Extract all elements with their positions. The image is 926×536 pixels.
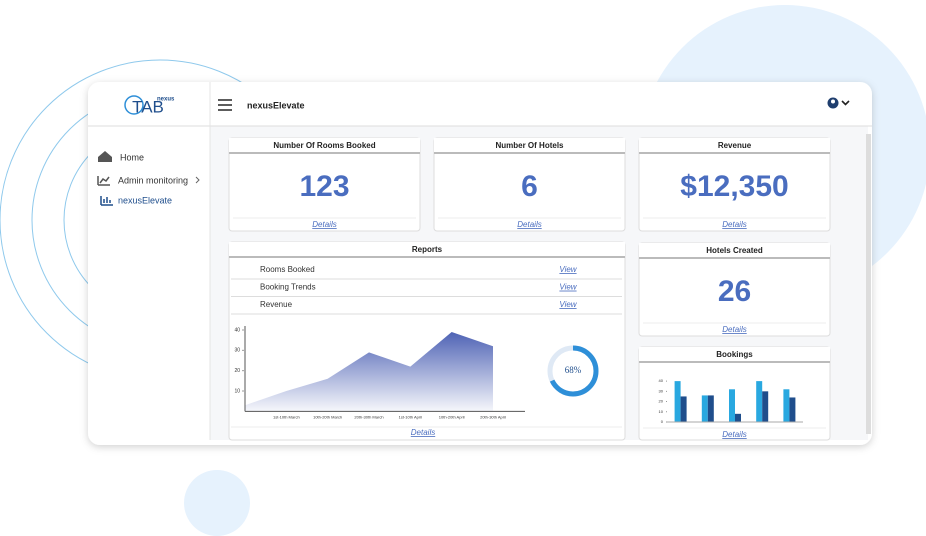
details-link[interactable]: Details — [722, 325, 746, 334]
stat-value: 123 — [299, 170, 349, 203]
view-link[interactable]: View — [559, 265, 577, 274]
details-link[interactable]: Details — [411, 428, 435, 437]
x-tick-label: 20th-30th April — [480, 414, 506, 419]
home-icon — [98, 151, 112, 162]
y-tick-label: 20 — [659, 399, 664, 404]
y-tick-label: 0 — [661, 419, 664, 424]
view-link[interactable]: View — [559, 300, 577, 309]
nav-item[interactable]: Admin monitoring — [118, 175, 188, 185]
card-title: Number Of Hotels — [495, 141, 564, 150]
bar — [729, 389, 735, 422]
gauge-label: 68% — [565, 365, 582, 375]
details-link[interactable]: Details — [722, 220, 746, 229]
x-tick-label: 20th-30th March — [354, 414, 383, 419]
card-title: Bookings — [716, 350, 753, 359]
report-label: Revenue — [260, 300, 293, 309]
monitor-icon — [97, 176, 110, 186]
bar — [680, 396, 687, 422]
bar — [735, 413, 741, 422]
x-tick-label: 1st-10th April — [399, 414, 422, 419]
bar — [674, 381, 681, 422]
user-menu[interactable] — [827, 97, 850, 109]
card-title: Number Of Rooms Booked — [273, 141, 375, 150]
menu-button[interactable] — [218, 99, 232, 111]
bar — [707, 395, 714, 422]
bar — [701, 395, 708, 422]
area — [245, 332, 493, 412]
deco-circle — [184, 470, 250, 536]
y-tick-label: 40 — [659, 378, 664, 383]
logo: TAB — [132, 97, 164, 116]
card-title: Revenue — [718, 141, 752, 150]
view-link[interactable]: View — [559, 283, 577, 292]
y-tick-label: 30 — [659, 388, 664, 393]
y-tick-label: 20 — [234, 368, 240, 374]
app-name: nexusElevate — [247, 100, 305, 110]
x-tick-label: 1st-10th March — [273, 414, 300, 419]
logo-small: nexus — [157, 97, 175, 103]
details-link[interactable]: Details — [722, 430, 746, 439]
scrollbar — [866, 134, 871, 434]
logo-ring — [124, 95, 144, 115]
x-tick-label: 10th-20th March — [313, 414, 342, 419]
details-link[interactable]: Details — [312, 220, 336, 229]
report-label: Rooms Booked — [260, 265, 315, 274]
stat-value: 26 — [718, 275, 751, 308]
bar — [789, 397, 796, 422]
details-link[interactable]: Details — [517, 220, 541, 229]
gauge-arc — [547, 345, 599, 397]
bar — [783, 389, 790, 422]
report-label: Booking Trends — [260, 283, 316, 292]
card-header — [229, 138, 420, 153]
bar — [762, 391, 769, 422]
card-header — [434, 138, 625, 153]
y-tick-label: 10 — [234, 388, 240, 394]
x-tick-label: 10th-20th April — [439, 414, 465, 419]
y-tick-label: 30 — [234, 348, 240, 354]
bar — [756, 381, 763, 422]
card-title: Reports — [412, 245, 443, 254]
chevron — [195, 176, 200, 184]
nav-item[interactable]: nexusElevate — [118, 195, 172, 205]
card-header — [639, 347, 830, 362]
card-header — [639, 243, 830, 258]
card-title: Hotels Created — [706, 246, 763, 255]
card-header — [639, 138, 830, 153]
y-tick-label: 40 — [234, 327, 240, 333]
stat-value: $12,350 — [680, 170, 788, 203]
y-tick-label: 10 — [659, 409, 664, 414]
card-header — [229, 242, 625, 257]
nav-item[interactable]: Home — [120, 152, 144, 162]
elevate-icon — [100, 196, 113, 206]
stat-value: 6 — [521, 170, 538, 203]
